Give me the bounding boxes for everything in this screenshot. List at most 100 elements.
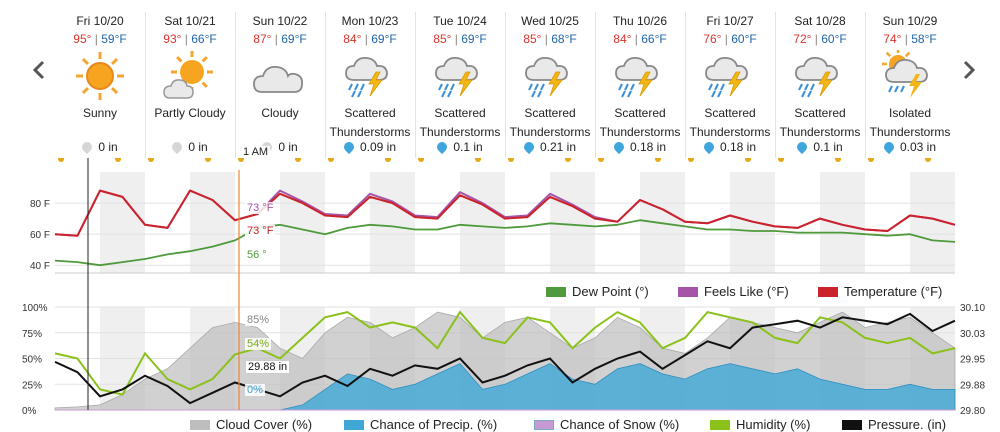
legend-cloud-cover[interactable]: Cloud Cover (%) bbox=[190, 417, 312, 432]
precip-amount: 0 in bbox=[98, 140, 118, 154]
sun-icon bbox=[72, 50, 128, 102]
high-temp: 72° bbox=[793, 32, 812, 46]
day-card[interactable]: Sat 10/28 72° | 60°F Scattered Thundersto… bbox=[775, 10, 865, 162]
legend-humidity[interactable]: Humidity (%) bbox=[710, 417, 810, 432]
legend-chance-snow[interactable]: Chance of Snow (%) bbox=[534, 417, 679, 432]
high-temp: 93° bbox=[163, 32, 182, 46]
isolated-thunderstorm-icon bbox=[882, 48, 938, 102]
sun-markers bbox=[685, 158, 775, 164]
next-button[interactable] bbox=[958, 52, 980, 88]
sunrise-icon bbox=[205, 158, 211, 162]
thunderstorm-icon bbox=[792, 50, 848, 102]
night-band bbox=[550, 172, 595, 273]
day-hilo: 85° | 68°F bbox=[523, 32, 577, 46]
day-condition: Sunny bbox=[55, 104, 145, 123]
day-card[interactable]: Mon 10/23 84° | 69°F Scattered Thundersto… bbox=[325, 10, 415, 162]
legend-swatch bbox=[190, 420, 210, 430]
day-divider bbox=[235, 12, 236, 158]
day-date: Thu 10/26 bbox=[612, 14, 668, 28]
night-band bbox=[100, 172, 145, 273]
sunrise-icon bbox=[295, 158, 301, 162]
y-tick-label-right: 30.03 bbox=[960, 329, 985, 340]
high-temp: 84° bbox=[343, 32, 362, 46]
low-temp: 69°F bbox=[371, 32, 397, 46]
y-tick-label-left: 50% bbox=[22, 355, 42, 366]
sunset-icon bbox=[778, 158, 784, 162]
day-condition: Scattered Thunderstorms bbox=[685, 104, 775, 142]
chevron-right-icon bbox=[963, 60, 976, 80]
day-card[interactable]: Fri 10/27 76° | 60°F Scattered Thundersto… bbox=[685, 10, 775, 162]
day-condition: Isolated Thunderstorms bbox=[865, 104, 955, 142]
day-card[interactable]: Sun 10/22 87° | 69°F Cloudy 0 in bbox=[235, 10, 325, 162]
condition-line-1: Partly Cloudy bbox=[154, 106, 226, 120]
precip-amount: 0.18 in bbox=[719, 140, 757, 154]
sunset-icon bbox=[868, 158, 874, 162]
thunderstorm-icon bbox=[522, 50, 578, 102]
day-divider bbox=[325, 12, 326, 158]
condition-line-1: Cloudy bbox=[261, 106, 299, 120]
day-date: Sat 10/28 bbox=[794, 14, 846, 28]
night-band bbox=[370, 172, 415, 273]
day-condition: Partly Cloudy bbox=[145, 104, 235, 123]
day-hilo: 93° | 66°F bbox=[163, 32, 217, 46]
day-hilo: 74° | 58°F bbox=[883, 32, 937, 46]
legend-swatch bbox=[344, 420, 364, 430]
legend-temperature[interactable]: Temperature (°F) bbox=[818, 284, 942, 299]
legend-label: Chance of Snow (%) bbox=[560, 417, 680, 432]
day-hilo: 95° | 59°F bbox=[73, 32, 127, 46]
day-divider bbox=[595, 12, 596, 158]
precip-amount: 0.1 in bbox=[453, 140, 483, 154]
day-card[interactable]: Tue 10/24 85° | 69°F Scattered Thundersto… bbox=[415, 10, 505, 162]
cursor-cloud-label: 85% bbox=[245, 314, 272, 326]
y-tick-label: 60 F bbox=[30, 230, 50, 241]
low-temp: 60°F bbox=[821, 32, 847, 46]
sunrise-icon bbox=[115, 158, 121, 162]
condition-line-1: Isolated bbox=[888, 106, 932, 120]
cursor-humidity-label: 54% bbox=[245, 338, 272, 350]
legend-feels-like[interactable]: Feels Like (°F) bbox=[678, 284, 789, 299]
sunrise-icon bbox=[835, 158, 841, 162]
thunderstorm-icon bbox=[342, 50, 398, 102]
day-card[interactable]: Fri 10/20 95° | 59°F Sunny 0 in bbox=[55, 10, 145, 162]
legend-swatch bbox=[534, 420, 554, 430]
low-temp: 69°F bbox=[281, 32, 307, 46]
low-temp: 66°F bbox=[191, 32, 217, 46]
legend-dew-point[interactable]: Dew Point (°) bbox=[546, 284, 649, 299]
legend-label: Chance of Precip. (%) bbox=[370, 417, 498, 432]
condition-line-2: Thunderstorms bbox=[599, 125, 681, 139]
y-tick-label-right: 29.80 bbox=[960, 406, 985, 417]
day-hilo: 84° | 66°F bbox=[613, 32, 667, 46]
day-precip: 0 in bbox=[55, 139, 145, 155]
legend-label: Dew Point (°) bbox=[572, 284, 649, 299]
low-temp: 59°F bbox=[101, 32, 127, 46]
sunset-icon bbox=[148, 158, 154, 162]
day-card[interactable]: Sun 10/29 74° | 58°F Isolated Thunderstor… bbox=[865, 10, 955, 162]
legend-swatch bbox=[678, 287, 698, 297]
high-temp: 95° bbox=[73, 32, 92, 46]
sunset-icon bbox=[688, 158, 694, 162]
precip-amount: 0.09 in bbox=[359, 140, 397, 154]
high-temp: 74° bbox=[883, 32, 902, 46]
cursor-feels-label: 73 °F bbox=[245, 202, 276, 214]
day-date: Fri 10/20 bbox=[76, 14, 124, 28]
day-card[interactable]: Wed 10/25 85° | 68°F Scattered Thundersto… bbox=[505, 10, 595, 162]
cursor-pressure-label: 29.88 in bbox=[245, 360, 291, 374]
legend-chance-precip[interactable]: Chance of Precip. (%) bbox=[344, 417, 497, 432]
sunset-icon bbox=[58, 158, 64, 162]
precip-amount: 0 in bbox=[188, 140, 208, 154]
legend-label: Temperature (°F) bbox=[844, 284, 943, 299]
sun-markers bbox=[235, 158, 325, 164]
condition-line-2: Thunderstorms bbox=[509, 125, 591, 139]
prev-button[interactable] bbox=[28, 52, 50, 88]
sun-markers bbox=[55, 158, 145, 164]
legend-pressure[interactable]: Pressure. (in) bbox=[842, 417, 946, 432]
day-card[interactable]: Thu 10/26 84° | 66°F Scattered Thundersto… bbox=[595, 10, 685, 162]
day-card[interactable]: Sat 10/21 93° | 66°F Partly Cloudy 0 in bbox=[145, 10, 235, 162]
sunset-icon bbox=[328, 158, 334, 162]
day-precip: 0.09 in bbox=[325, 139, 415, 155]
condition-line-2: Thunderstorms bbox=[329, 125, 411, 139]
condition-line-1: Scattered bbox=[614, 106, 666, 120]
humidity-line bbox=[54, 310, 956, 396]
day-date: Tue 10/24 bbox=[433, 14, 487, 28]
